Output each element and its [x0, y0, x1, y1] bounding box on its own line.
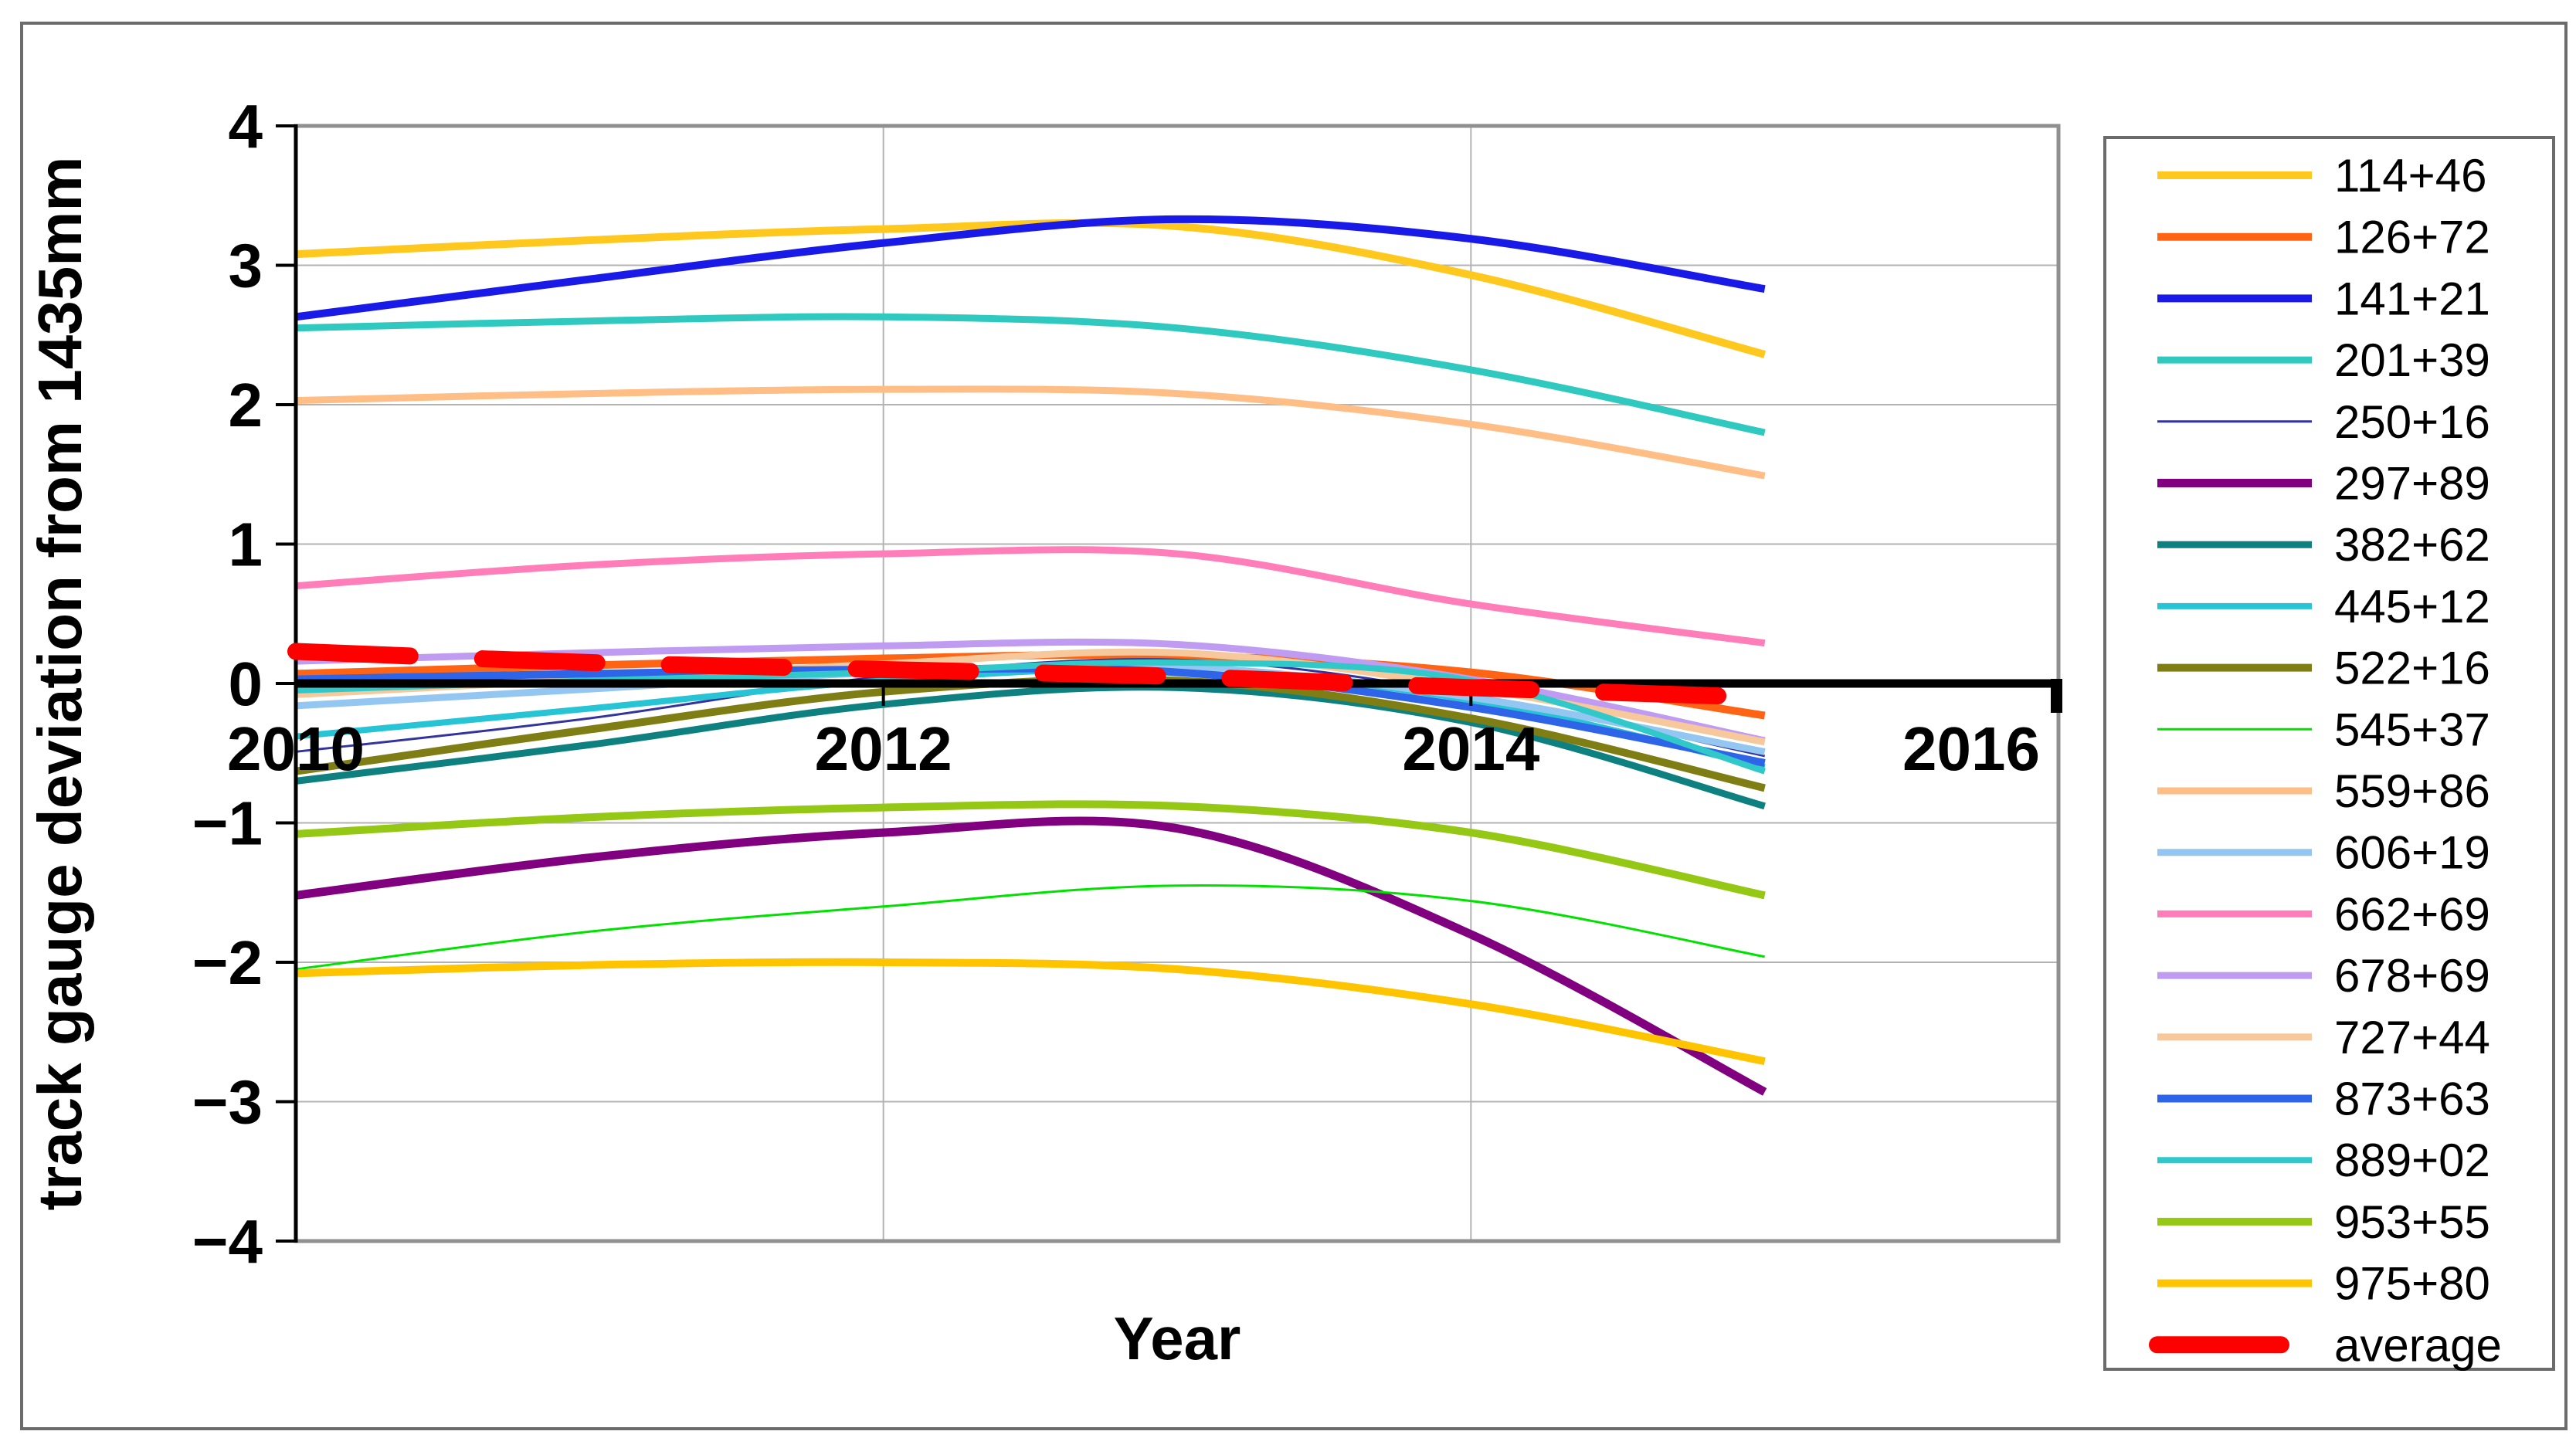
- series-line-141+21: [295, 215, 1766, 321]
- tick-labels: 4 3 2 1 0 −1 −2 −3 −4 2010 2012 2014 2016: [192, 92, 2040, 1276]
- legend-item-545+37: 545+37: [2157, 704, 2490, 755]
- legend-label-559+86: 559+86: [2334, 765, 2490, 817]
- x-axis-end-tick: [2051, 679, 2062, 713]
- legend-item-445+12: 445+12: [2157, 581, 2490, 633]
- series-line-297+89: [295, 816, 1767, 1096]
- legend-label-889+02: 889+02: [2334, 1134, 2490, 1186]
- legend-label-545+37: 545+37: [2334, 704, 2490, 755]
- legend-item-889+02: 889+02: [2157, 1134, 2490, 1186]
- legend-label-606+19: 606+19: [2334, 827, 2490, 879]
- legend-item-201+39: 201+39: [2157, 334, 2490, 386]
- legend: 114+46 126+72 141+21 201+39 250+16 297+89 382+…: [2103, 136, 2555, 1371]
- series-line-559+86: [295, 385, 1766, 480]
- average-series: [287, 643, 1773, 706]
- axes: [276, 124, 2062, 1243]
- y-tick-label: 1: [229, 510, 263, 579]
- legend-label-678+69: 678+69: [2334, 950, 2490, 1002]
- legend-label-873+63: 873+63: [2334, 1073, 2490, 1125]
- x-tick-label: 2014: [1402, 714, 1539, 783]
- series-line-662+69: [295, 546, 1766, 647]
- x-tick-label: 2016: [1902, 714, 2040, 783]
- legend-label-114+46: 114+46: [2334, 150, 2486, 202]
- legend-label-141+21: 141+21: [2334, 273, 2490, 324]
- legend-item-662+69: 662+69: [2157, 888, 2490, 940]
- series-line-545+37: [295, 884, 1765, 971]
- legend-item-727+44: 727+44: [2157, 1012, 2490, 1063]
- legend-item-250+16: 250+16: [2157, 396, 2490, 448]
- series-line-975+80: [295, 958, 1766, 1066]
- legend-label-297+89: 297+89: [2334, 458, 2490, 510]
- legend-item-126+72: 126+72: [2157, 212, 2490, 263]
- legend-item-559+86: 559+86: [2157, 765, 2490, 817]
- legend-label-522+16: 522+16: [2334, 643, 2490, 694]
- legend-items: 114+46 126+72 141+21 201+39 250+16 297+89 382+…: [2149, 150, 2502, 1371]
- legend-label-727+44: 727+44: [2334, 1012, 2490, 1063]
- legend-item-606+19: 606+19: [2157, 827, 2490, 879]
- x-axis-title: Year: [1114, 1304, 1241, 1372]
- legend-item-975+80: 975+80: [2157, 1258, 2490, 1310]
- legend-label-445+12: 445+12: [2334, 581, 2490, 633]
- legend-label-250+16: 250+16: [2334, 396, 2490, 448]
- y-tick-label: −2: [192, 928, 263, 997]
- legend-item-141+21: 141+21: [2157, 273, 2490, 324]
- legend-item-297+89: 297+89: [2157, 458, 2490, 510]
- y-tick-label: 3: [229, 232, 263, 300]
- legend-item-953+55: 953+55: [2157, 1196, 2490, 1248]
- legend-label-382+62: 382+62: [2334, 519, 2490, 571]
- x-tick-label: 2012: [815, 714, 952, 783]
- legend-label-662+69: 662+69: [2334, 888, 2490, 940]
- legend-label-201+39: 201+39: [2334, 334, 2490, 386]
- y-tick-label: −1: [192, 789, 263, 858]
- series-line-201+39: [295, 313, 1766, 436]
- x-tick-label: 2010: [227, 714, 365, 783]
- y-tick-label: −4: [192, 1207, 263, 1276]
- series-line-382+62: [295, 683, 1766, 810]
- series-line-average: [287, 643, 1773, 706]
- legend-item-873+63: 873+63: [2157, 1073, 2490, 1125]
- legend-item-522+16: 522+16: [2157, 643, 2490, 694]
- y-tick-label: −3: [192, 1068, 263, 1137]
- legend-label-average: average: [2334, 1319, 2502, 1371]
- y-axis-title: track gauge deviation from 1435mm: [25, 157, 94, 1211]
- legend-label-126+72: 126+72: [2334, 212, 2490, 263]
- y-tick-label: 4: [229, 92, 263, 161]
- legend-label-953+55: 953+55: [2334, 1196, 2490, 1248]
- legend-item-average: average: [2149, 1319, 2502, 1371]
- y-tick-label: 0: [229, 649, 263, 718]
- y-tick-label: 2: [229, 371, 263, 439]
- series-line-953+55: [295, 800, 1766, 900]
- legend-label-975+80: 975+80: [2334, 1258, 2490, 1310]
- legend-item-382+62: 382+62: [2157, 519, 2490, 571]
- legend-item-114+46: 114+46: [2157, 150, 2486, 202]
- legend-box: [2103, 136, 2555, 1371]
- legend-item-678+69: 678+69: [2157, 950, 2490, 1002]
